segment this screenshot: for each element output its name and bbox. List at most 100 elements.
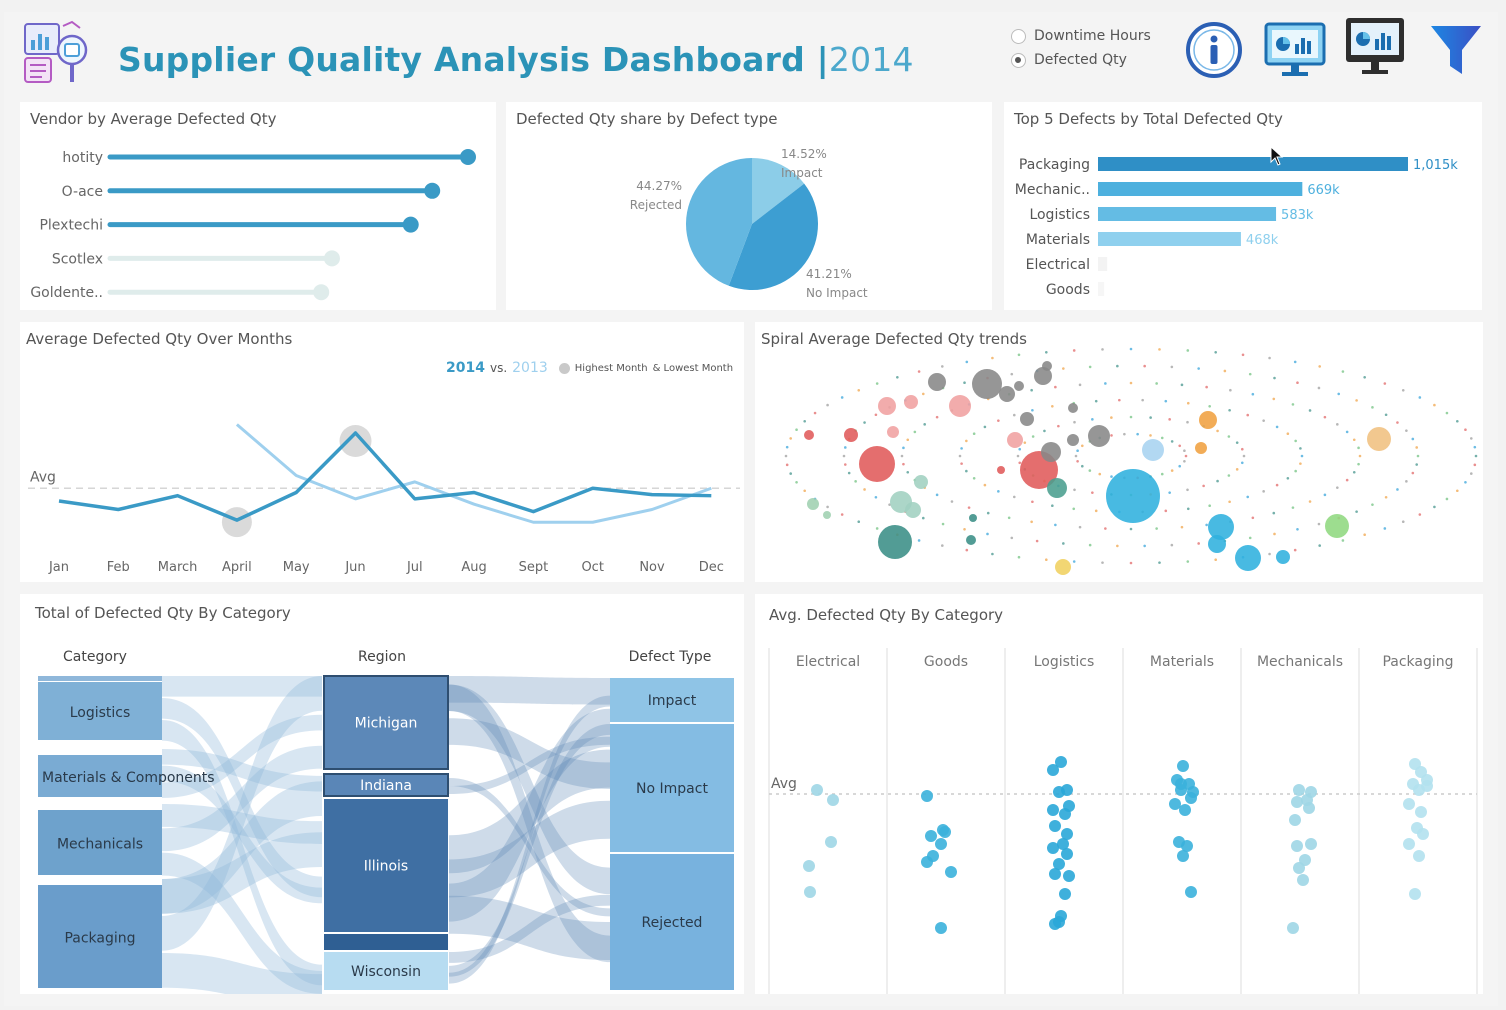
sankey-ribbon [449,895,610,960]
vendor-label: Goldente.. [30,285,103,301]
spiral-trail-dot [1091,491,1094,494]
spiral-bubble [823,511,831,519]
sankey-ribbon [449,718,610,789]
spiral-bubble [1106,469,1160,523]
spiral-trail-dot [795,428,798,432]
spiral-bubble [859,446,895,482]
sankey-region-node [324,799,448,932]
top5-bar [1098,282,1105,296]
spiral-trail-dot [874,413,878,417]
spiral-trail-dot [1300,454,1304,458]
spiral-trail-dot [1228,408,1231,412]
spiral-trail-dot [1411,471,1415,475]
spiral-trail-dot [1286,432,1290,435]
spiral-trail-dot [842,454,846,458]
spiral-trail-dot [875,527,879,530]
radio-button-selected-icon[interactable] [1011,52,1026,68]
strip-point [1413,850,1425,862]
sankey-ribbon [449,736,610,794]
spiral-trail-dot [906,438,910,442]
spiral-trail-dot [1268,552,1271,556]
highest-month-marker [339,425,372,457]
top5-label: Packaging [1019,157,1090,173]
dashboard-page: Supplier Quality Analysis Dashboard |201… [4,12,1498,1009]
sankey-region-label: Wisconsin [351,964,421,980]
top5-label: Electrical [1026,257,1090,273]
strip-column-label: Materials [1150,654,1214,670]
spiral-trail-dot [963,381,966,384]
vendor-label: Plextechi [39,218,103,234]
sankey-node-top-strip [38,676,162,681]
spiral-trail-dot [1088,469,1092,472]
radio-label: Defected Qty [1034,52,1127,68]
defect-type-pie-chart: 14.52% Impact 41.21% No Impact 44.27% Rejecte… [630,147,868,300]
spiral-trail-dot [1294,469,1297,473]
sankey-defect-node [610,854,734,990]
spiral-trail-dot [965,360,969,364]
spiral-trail-dot [1241,353,1245,357]
info-icon[interactable] [1184,20,1244,80]
sankey-column-header: Category [63,649,127,665]
vendor-panel: Vendor by Average Defected Qty hotity O-a… [20,102,496,310]
spiral-trail-dot [1160,436,1164,440]
sankey-region-label: Illinois [364,859,408,875]
strip-point [1047,764,1059,776]
spiral-trail-dot [1445,411,1449,415]
strip-point [1179,804,1191,816]
spiral-trail-dot [972,477,976,480]
spiral-trail-dot [1016,454,1020,458]
radio-defected-qty[interactable]: Defected Qty [1011,52,1127,68]
strip-point [1177,850,1189,862]
radio-downtime-hours[interactable]: Downtime Hours [1011,28,1151,44]
month-tick-label: Feb [107,560,130,575]
spiral-trail-dot [1317,386,1321,390]
strip-point [1185,886,1197,898]
month-tick-label: May [283,560,310,575]
spiral-trail-dot [1076,449,1079,453]
spiral-trail-dot [1352,470,1356,474]
sankey-ribbon [449,684,610,895]
spiral-trail-dot [1318,365,1321,368]
spiral-trail-dot [1415,446,1419,449]
strip-point [935,838,947,850]
spiral-trail-dot [1357,446,1360,450]
spiral-trail-dot [1272,397,1276,401]
spiral-trail-dot [1186,507,1190,511]
spiral-trail-dot [1355,399,1358,402]
spiral-trail-dot [986,532,989,536]
spiral-trail-dot [1251,516,1255,520]
spiral-trail-dot [1088,543,1092,547]
vendor-dot [323,250,340,267]
spiral-panel-title: Spiral Average Defected Qty trends [761,330,1027,348]
spiral-trail-dot [795,480,798,484]
month-tick-label: Jun [344,560,365,575]
month-tick-label: April [222,560,252,575]
strip-panel: Avg. Defected Qty By Category Electrical… [755,594,1483,994]
spiral-trail-dot [1384,495,1388,499]
mouse-cursor-icon [1270,145,1284,170]
spiral-bubble [997,466,1005,474]
dark-monitor-dashboard-icon[interactable] [1344,16,1406,76]
radio-button-icon[interactable] [1011,28,1026,44]
strip-point [1403,838,1415,850]
monitor-dashboard-icon[interactable] [1264,22,1326,78]
spiral-trail-dot [857,388,861,392]
pie-type-label: Rejected [630,198,682,212]
filter-icon[interactable] [1428,22,1484,80]
sankey-region-node [323,675,449,770]
spiral-trail-dot [1197,542,1200,545]
spiral-trail-dot [826,505,829,509]
sankey-defect-node [610,678,734,722]
strip-column-label: Goods [924,654,968,670]
sankey-ribbon [449,800,610,898]
spiral-trail-dot [941,365,944,368]
spiral-trail-dot [1031,435,1035,438]
strip-point [1409,888,1421,900]
spiral-trail-dot [1363,375,1366,379]
vendor-dot [402,216,419,233]
spiral-trail-dot [857,520,861,524]
strip-point [1177,760,1189,772]
spiral-trail-dot [1358,454,1362,458]
spiral-trail-dot [1345,478,1349,482]
sankey-ribbon [162,781,322,914]
